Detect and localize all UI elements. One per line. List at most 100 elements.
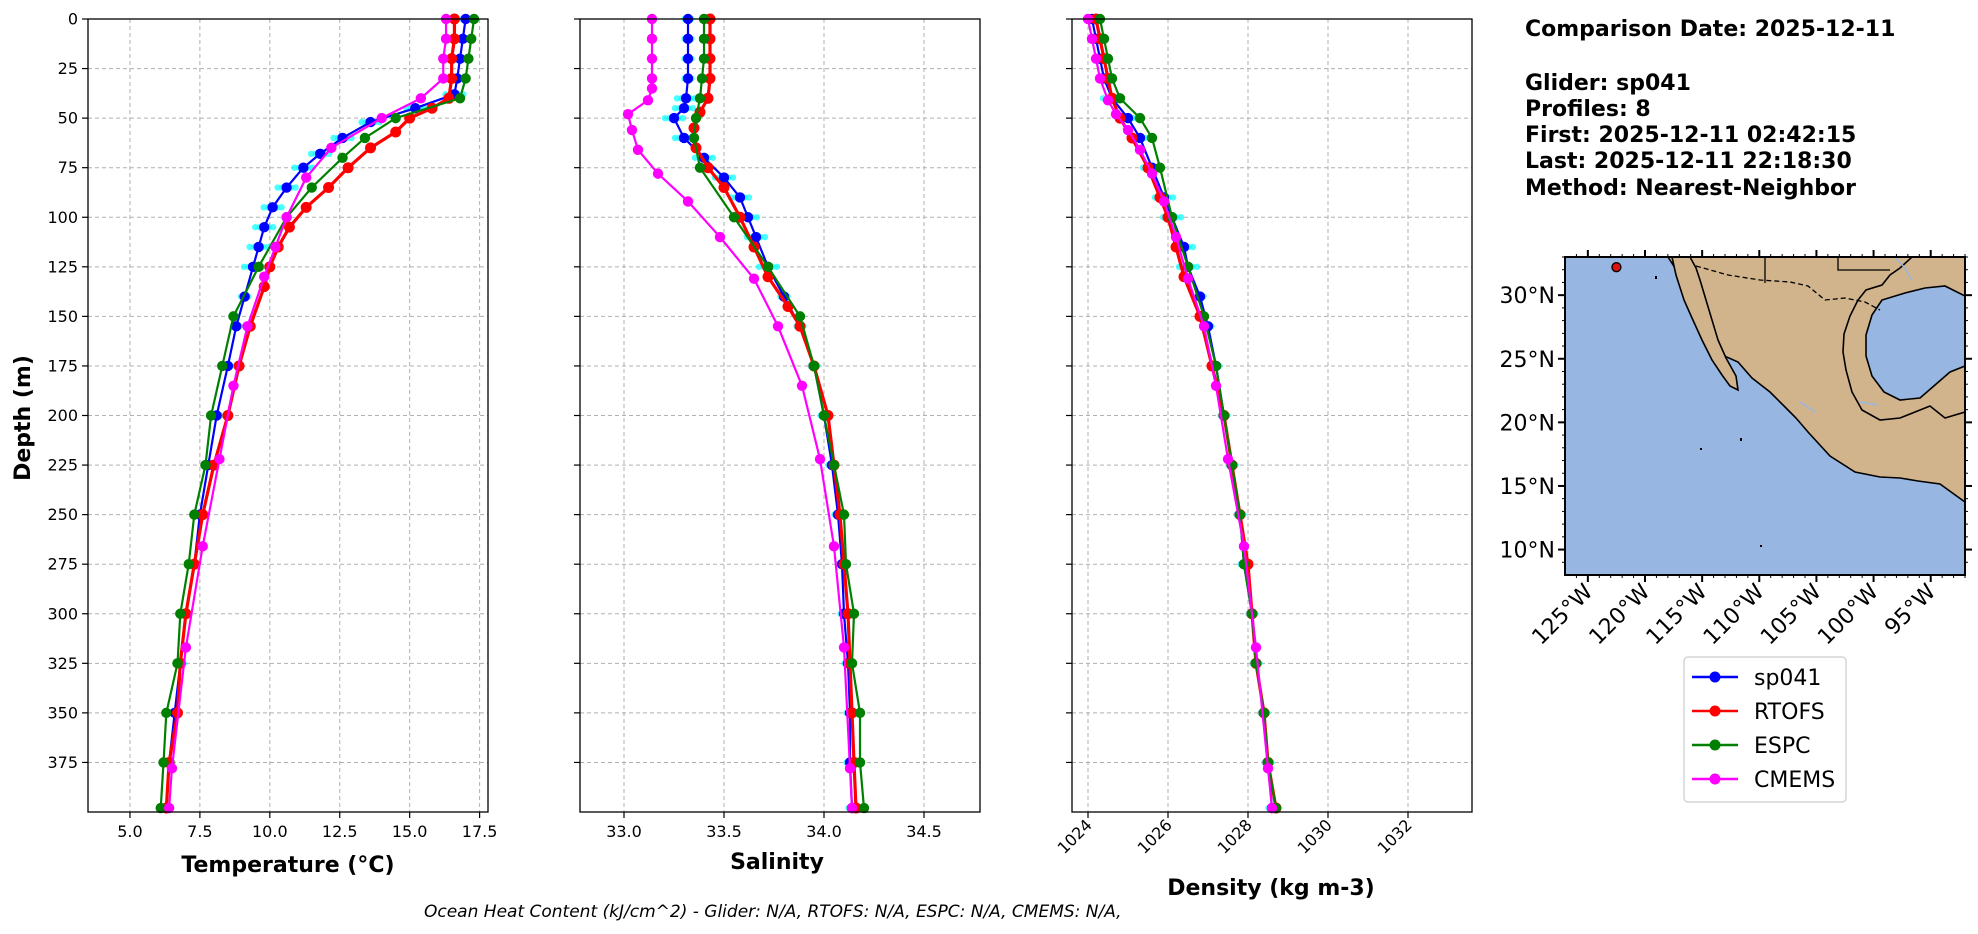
espc-line [159, 18, 476, 809]
espc-line [692, 19, 866, 809]
espc-point [189, 509, 200, 520]
legend-sp041-label: sp041 [1754, 666, 1821, 691]
espc-point [1098, 33, 1110, 45]
sp041-profile-point [240, 263, 248, 271]
espc-point [794, 311, 806, 322]
espc-point [828, 459, 840, 471]
cmems-point [228, 380, 239, 391]
cmems-point [1198, 321, 1210, 332]
cmems-point [772, 321, 784, 332]
rtofs-point [197, 509, 209, 521]
y-tick-label: 275 [47, 555, 78, 574]
rtofs-point [448, 33, 460, 45]
x-tick-label: 15.0 [392, 822, 428, 841]
x-tick-label: 1024 [1054, 815, 1096, 857]
cmems-point [163, 802, 175, 814]
sp041-profile-point [246, 243, 253, 251]
sp041-point [682, 33, 694, 45]
espc-line [1098, 18, 1278, 809]
cmems-point [1170, 231, 1182, 243]
x-tick-label: 17.5 [462, 822, 498, 841]
rtofs-point [704, 72, 716, 84]
rtofs-point [702, 162, 714, 174]
sp041-point [267, 202, 278, 213]
cmems-point [1182, 273, 1194, 284]
density-panel: 1024 1026 1028 1030 1032 [1054, 13, 1473, 858]
cmems-point [438, 53, 449, 64]
espc-point [858, 802, 870, 814]
map-gulf-of-mexico [1865, 285, 1965, 401]
cmems-point [682, 196, 694, 207]
cmems-point [796, 380, 808, 391]
sp041-profile-point [761, 233, 769, 241]
sp041-profile-cloud [1085, 15, 1279, 812]
cmems-point [646, 53, 658, 64]
espc-point [463, 53, 474, 64]
x-tick-label: 5.0 [117, 822, 142, 841]
espc-point [158, 757, 169, 768]
y-tick-label: 125 [47, 257, 78, 276]
y-tick-label: 75 [58, 158, 78, 177]
cmems-point [632, 144, 644, 156]
sp041-profile-point [1193, 263, 1201, 271]
sp041-profile-point [270, 223, 277, 231]
espc-point [1258, 707, 1270, 719]
cmems-point [652, 168, 664, 179]
cmems-point [1158, 196, 1170, 207]
salinity-axis-title: Salinity [730, 850, 824, 875]
espc-point [1250, 658, 1262, 669]
legend-cmems-marker [1709, 773, 1721, 785]
rtofs-point [365, 142, 377, 154]
espc-point [688, 132, 700, 144]
sp041-point [259, 221, 270, 233]
sp041-profile-point [661, 114, 669, 122]
sp041-point [231, 321, 242, 332]
espc-point [1102, 53, 1114, 64]
map-baja-peninsula [1671, 257, 1740, 392]
espc-point [228, 311, 239, 322]
sp041-profile-point [673, 95, 681, 102]
map-lon-label: 115°W [1642, 579, 1713, 650]
cmems-point [1238, 541, 1250, 552]
rtofs-point [283, 221, 295, 233]
sp041-profile-point [1189, 243, 1197, 251]
map-lat-label: 30°N [1500, 284, 1555, 309]
espc-point [696, 73, 708, 84]
first-time: First: 2025-12-11 02:42:15 [1525, 123, 1856, 148]
sp041-profile-point [689, 105, 697, 112]
sp041-point [457, 33, 469, 45]
cmems-point [300, 172, 312, 183]
espc-point [337, 152, 348, 163]
map-lon-label: 120°W [1585, 579, 1656, 650]
espc-point [1146, 132, 1158, 144]
espc-point [454, 93, 466, 104]
method: Method: Nearest-Neighbor [1525, 176, 1856, 201]
sp041-profile-point [745, 194, 753, 201]
temperature-axis-title: Temperature (°C) [181, 853, 394, 878]
sp041-point [454, 53, 466, 64]
cmems-point [281, 212, 292, 223]
espc-point [1106, 73, 1118, 84]
cmems-point [622, 108, 634, 120]
map-lat-label: 10°N [1500, 539, 1555, 564]
espc-point [1154, 162, 1166, 173]
x-tick-label: 34.0 [806, 822, 842, 841]
cmems-point [197, 541, 208, 552]
sp041-point [680, 93, 692, 104]
x-tick-label: 7.5 [187, 822, 212, 841]
sp041-point [298, 162, 309, 173]
sp041-profile-point [1169, 194, 1177, 201]
density-axis-title: Density (kg m-3) [1167, 876, 1375, 901]
map-border-north [1764, 257, 1890, 283]
rtofs-point [446, 53, 458, 65]
cmems-point [646, 83, 658, 94]
espc-point [200, 459, 211, 471]
espc-point [698, 33, 710, 45]
cmems-point [1250, 642, 1262, 653]
espc-point [155, 802, 166, 814]
x-tick-label: 33.5 [706, 822, 742, 841]
cmems-point [828, 541, 840, 552]
y-tick-label: 225 [47, 456, 78, 475]
sp041-profile-point [729, 174, 737, 181]
map-lat-label: 25°N [1500, 348, 1555, 373]
